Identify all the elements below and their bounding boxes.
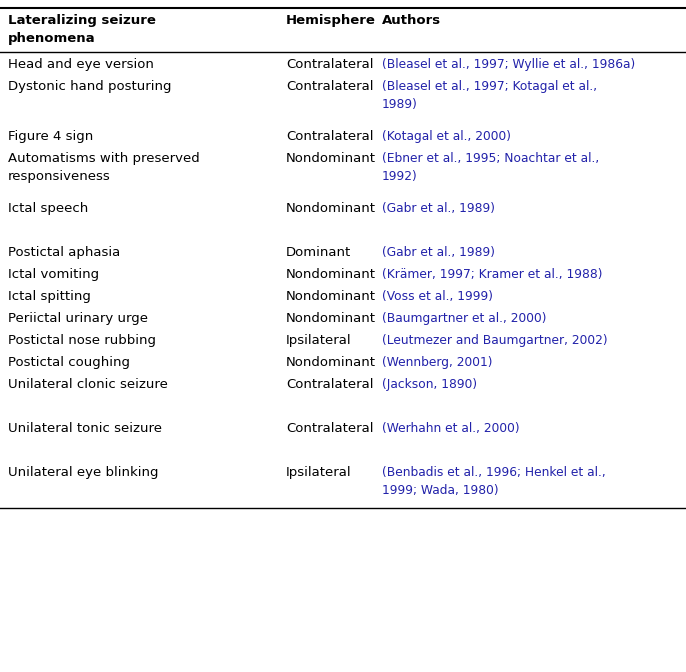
Text: Contralateral: Contralateral [286, 80, 373, 93]
Text: Contralateral: Contralateral [286, 422, 373, 435]
Text: Ictal speech: Ictal speech [8, 202, 88, 215]
Text: (Werhahn et al., 2000): (Werhahn et al., 2000) [382, 422, 519, 435]
Text: (Baumgartner et al., 2000): (Baumgartner et al., 2000) [382, 312, 547, 325]
Text: Unilateral eye blinking: Unilateral eye blinking [8, 466, 158, 479]
Text: Figure 4 sign: Figure 4 sign [8, 130, 93, 143]
Text: Dystonic hand posturing: Dystonic hand posturing [8, 80, 172, 93]
Text: Postictal coughing: Postictal coughing [8, 356, 130, 369]
Text: (Bleasel et al., 1997; Kotagal et al.,
1989): (Bleasel et al., 1997; Kotagal et al., 1… [382, 80, 597, 111]
Text: phenomena: phenomena [8, 32, 95, 45]
Text: (Ebner et al., 1995; Noachtar et al.,
1992): (Ebner et al., 1995; Noachtar et al., 19… [382, 152, 600, 183]
Text: Lateralizing seizure: Lateralizing seizure [8, 14, 156, 27]
Text: (Benbadis et al., 1996; Henkel et al.,
1999; Wada, 1980): (Benbadis et al., 1996; Henkel et al., 1… [382, 466, 606, 497]
Text: Unilateral tonic seizure: Unilateral tonic seizure [8, 422, 162, 435]
Text: Ipsilateral: Ipsilateral [286, 466, 352, 479]
Text: Authors: Authors [382, 14, 441, 27]
Text: Automatisms with preserved
responsiveness: Automatisms with preserved responsivenes… [8, 152, 200, 183]
Text: Nondominant: Nondominant [286, 152, 376, 165]
Text: (Kotagal et al., 2000): (Kotagal et al., 2000) [382, 130, 511, 143]
Text: Contralateral: Contralateral [286, 378, 373, 391]
Text: Head and eye version: Head and eye version [8, 58, 154, 71]
Text: Unilateral clonic seizure: Unilateral clonic seizure [8, 378, 168, 391]
Text: Hemisphere: Hemisphere [286, 14, 376, 27]
Text: Postictal aphasia: Postictal aphasia [8, 246, 120, 259]
Text: Postictal nose rubbing: Postictal nose rubbing [8, 334, 156, 347]
Text: Nondominant: Nondominant [286, 268, 376, 281]
Text: Ictal spitting: Ictal spitting [8, 290, 91, 303]
Text: (Krämer, 1997; Kramer et al., 1988): (Krämer, 1997; Kramer et al., 1988) [382, 268, 602, 281]
Text: Contralateral: Contralateral [286, 130, 373, 143]
Text: (Jackson, 1890): (Jackson, 1890) [382, 378, 477, 391]
Text: (Gabr et al., 1989): (Gabr et al., 1989) [382, 202, 495, 215]
Text: (Bleasel et al., 1997; Wyllie et al., 1986a): (Bleasel et al., 1997; Wyllie et al., 19… [382, 58, 635, 71]
Text: Nondominant: Nondominant [286, 312, 376, 325]
Text: (Gabr et al., 1989): (Gabr et al., 1989) [382, 246, 495, 259]
Text: (Leutmezer and Baumgartner, 2002): (Leutmezer and Baumgartner, 2002) [382, 334, 608, 347]
Text: Ictal vomiting: Ictal vomiting [8, 268, 99, 281]
Text: Ipsilateral: Ipsilateral [286, 334, 352, 347]
Text: (Wennberg, 2001): (Wennberg, 2001) [382, 356, 493, 369]
Text: (Voss et al., 1999): (Voss et al., 1999) [382, 290, 493, 303]
Text: Nondominant: Nondominant [286, 356, 376, 369]
Text: Dominant: Dominant [286, 246, 351, 259]
Text: Contralateral: Contralateral [286, 58, 373, 71]
Text: Nondominant: Nondominant [286, 290, 376, 303]
Text: Nondominant: Nondominant [286, 202, 376, 215]
Text: Periictal urinary urge: Periictal urinary urge [8, 312, 148, 325]
